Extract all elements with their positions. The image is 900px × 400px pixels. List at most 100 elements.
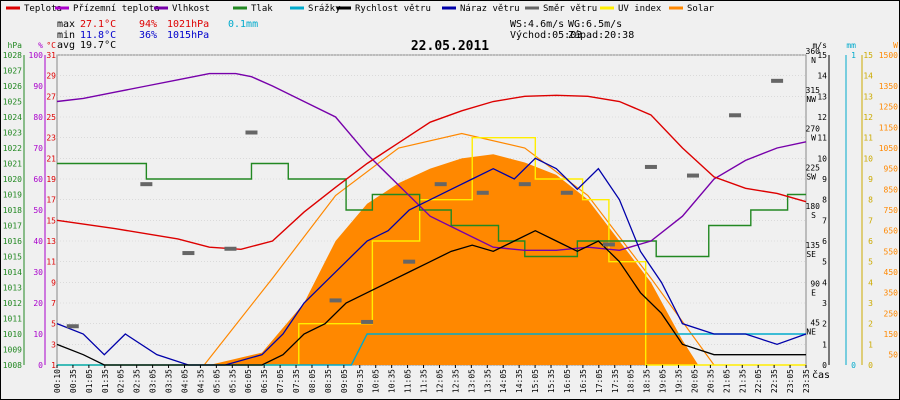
tick-label-uv: 5 (868, 258, 873, 267)
stats-wg: WG:6.5m/s (568, 19, 622, 30)
tick-label-hpa: 1008 (3, 361, 22, 370)
tick-label-ms: 0 (822, 361, 827, 370)
wind-direction-mark (66, 324, 79, 329)
tick-label-pct: 90 (33, 82, 43, 91)
x-tick-label: 04:05 (180, 369, 189, 393)
tick-label-temp: 17 (46, 196, 56, 205)
x-tick-label: 19:05 (659, 369, 668, 393)
tick-label-uv: 7 (868, 216, 873, 225)
tick-label-temp: 7 (51, 299, 56, 308)
tick-label-hpa: 1017 (3, 222, 22, 231)
wind-direction-mark (476, 190, 489, 195)
tick-label-wm2: 250 (884, 309, 899, 318)
tick-label-ms: 15 (817, 51, 827, 60)
wind-direction-mark (182, 251, 195, 256)
tick-label-uv: 1 (868, 340, 873, 349)
tick-label-pct: 70 (33, 144, 43, 153)
wind-direction-mark (518, 182, 531, 187)
x-tick-label: 10:35 (388, 369, 397, 393)
wind-direction-mark (644, 164, 657, 169)
dir-degree-label: 90 (810, 280, 820, 289)
tick-label-wm2: 150 (884, 330, 899, 339)
tick-label-ms: 13 (817, 92, 827, 101)
x-tick-label: 22:05 (754, 369, 763, 393)
dir-name-label: W (811, 134, 816, 143)
x-axis-label: čas (812, 369, 830, 381)
tick-label-temp: 25 (46, 113, 56, 122)
tick-label-hpa: 1011 (3, 315, 22, 324)
tick-label-ms: 12 (817, 113, 827, 122)
tick-label-uv: 11 (863, 134, 873, 143)
tick-label-hpa: 1027 (3, 67, 22, 76)
x-tick-label: 13:05 (467, 369, 476, 393)
dir-degree-label: 180 (806, 202, 821, 211)
dir-degree-label: 360 (806, 47, 821, 56)
tick-label-temp: 3 (51, 340, 56, 349)
x-tick-label: 00:10 (53, 369, 62, 393)
tick-label-pct: 20 (33, 299, 43, 308)
tick-label-uv: 10 (863, 154, 873, 163)
tick-label-ms: 11 (817, 134, 827, 143)
x-tick-label: 09:05 (340, 369, 349, 393)
stats-avg-temp: 19.7°C (80, 40, 116, 51)
legend-label: Směr větru (543, 4, 597, 14)
stats-min-temp: 11.8°C (80, 30, 116, 41)
x-tick-label: 11:35 (420, 369, 429, 393)
tick-label-uv: 14 (863, 72, 873, 81)
tick-label-hpa: 1019 (3, 191, 22, 200)
tick-label-temp: 21 (46, 154, 56, 163)
stats-max-label: max (57, 19, 75, 30)
wind-direction-mark (771, 78, 784, 83)
x-tick-label: 21:05 (722, 369, 731, 393)
tick-label-ms: 3 (822, 299, 827, 308)
tick-label-temp: 11 (46, 258, 56, 267)
tick-label-pct: 30 (33, 268, 43, 277)
x-tick-label: 17:35 (611, 369, 620, 393)
wind-direction-mark (602, 242, 615, 247)
dir-name-label: S (811, 211, 816, 220)
x-tick-label: 23:05 (786, 369, 795, 393)
tick-label-uv: 4 (868, 278, 873, 287)
tick-label-hpa: 1013 (3, 284, 22, 293)
wind-direction-mark (686, 173, 699, 178)
x-tick-label: 02:05 (117, 369, 126, 393)
x-tick-label: 14:35 (515, 369, 524, 393)
tick-label-ms: 6 (822, 237, 827, 246)
wind-direction-mark (560, 190, 573, 195)
wind-direction-mark (224, 246, 237, 251)
tick-label-uv: 13 (863, 92, 873, 101)
dir-degree-label: 225 (806, 163, 821, 172)
tick-label-hpa: 1014 (3, 268, 22, 277)
tick-label-uv: 0 (868, 361, 873, 370)
tick-label-wm2: 1500 (879, 51, 898, 60)
tick-label-ms: 4 (822, 278, 827, 287)
tick-label-temp: 19 (46, 175, 56, 184)
axis-unit-ms: m/s (813, 41, 828, 50)
tick-label-ms: 2 (822, 320, 827, 329)
legend-label: Srážky (308, 4, 341, 14)
tick-label-mm: 0 (851, 361, 856, 370)
tick-label-hpa: 1026 (3, 82, 22, 91)
x-tick-label: 15:35 (547, 369, 556, 393)
plot-area (56, 72, 807, 366)
tick-label-uv: 9 (868, 175, 873, 184)
pressure-line (57, 162, 806, 258)
tick-label-wm2: 1350 (879, 82, 898, 91)
dir-name-label: N (811, 56, 816, 65)
x-tick-label: 05:05 (212, 369, 221, 393)
x-tick-label: 20:35 (706, 369, 715, 393)
tick-label-temp: 23 (46, 134, 56, 143)
wind-direction-mark (403, 259, 416, 264)
x-tick-label: 12:05 (435, 369, 444, 393)
dir-name-label: SW (806, 172, 816, 181)
uv-index-line (57, 136, 806, 366)
tick-label-temp: 27 (46, 92, 56, 101)
wind-direction-mark (361, 319, 374, 324)
tick-label-wm2: 1150 (879, 123, 898, 132)
x-tick-label: 07:35 (292, 369, 301, 393)
tick-label-hpa: 1012 (3, 299, 22, 308)
tick-label-pct: 60 (33, 175, 43, 184)
x-tick-label: 07:05 (276, 369, 285, 393)
tick-label-hpa: 1021 (3, 160, 22, 169)
tick-label-mm: 1 (851, 51, 856, 60)
